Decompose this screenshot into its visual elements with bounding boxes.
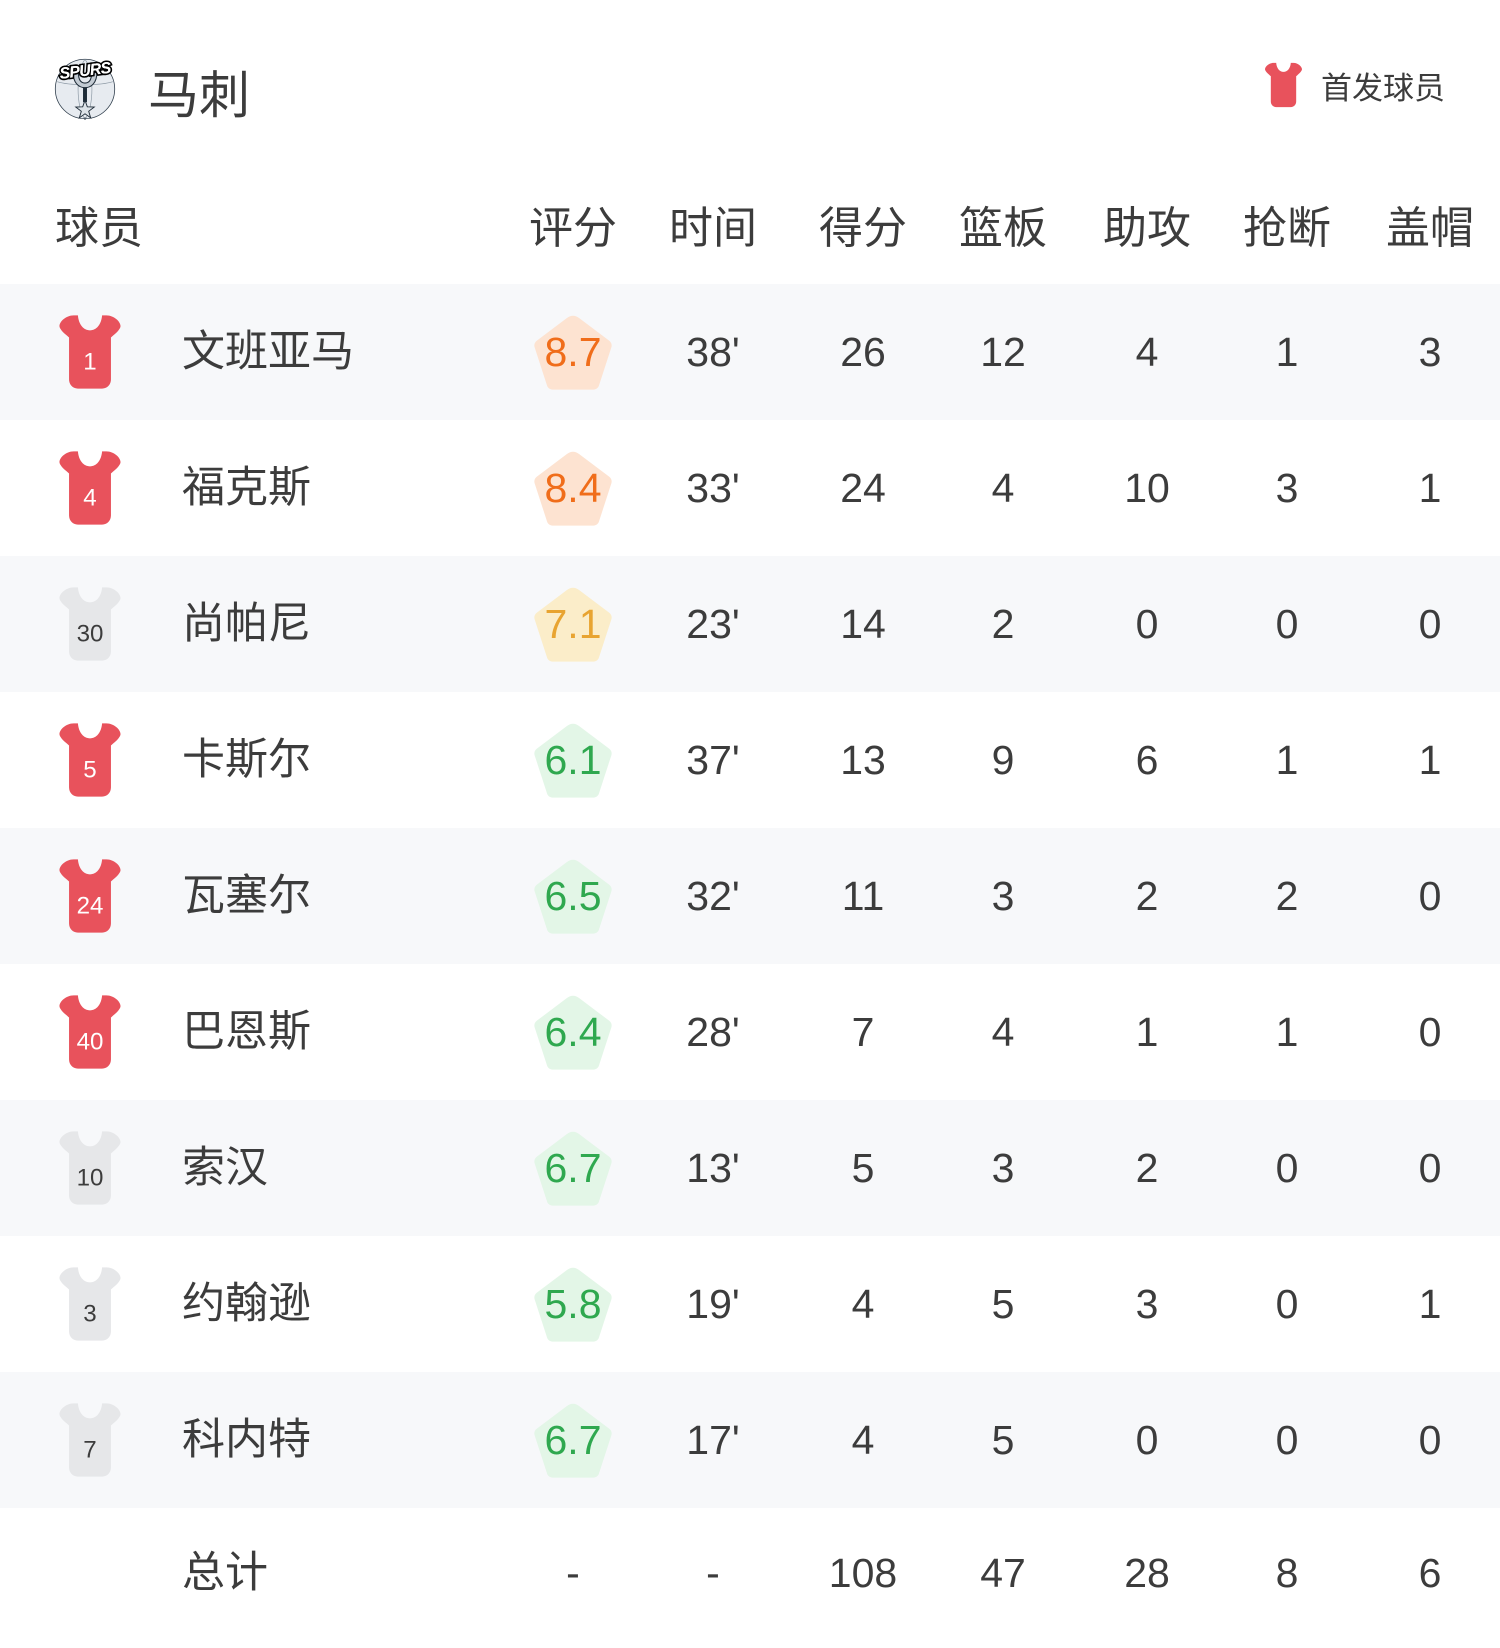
svg-text:24: 24 [77, 892, 104, 919]
svg-text:30: 30 [77, 620, 104, 647]
svg-text:1: 1 [83, 348, 96, 375]
svg-text:4: 4 [83, 484, 96, 511]
svg-text:7: 7 [83, 1436, 96, 1463]
svg-text:10: 10 [77, 1164, 104, 1191]
svg-text:3: 3 [83, 1300, 96, 1327]
svg-text:40: 40 [77, 1028, 104, 1055]
svg-text:5: 5 [83, 756, 96, 783]
